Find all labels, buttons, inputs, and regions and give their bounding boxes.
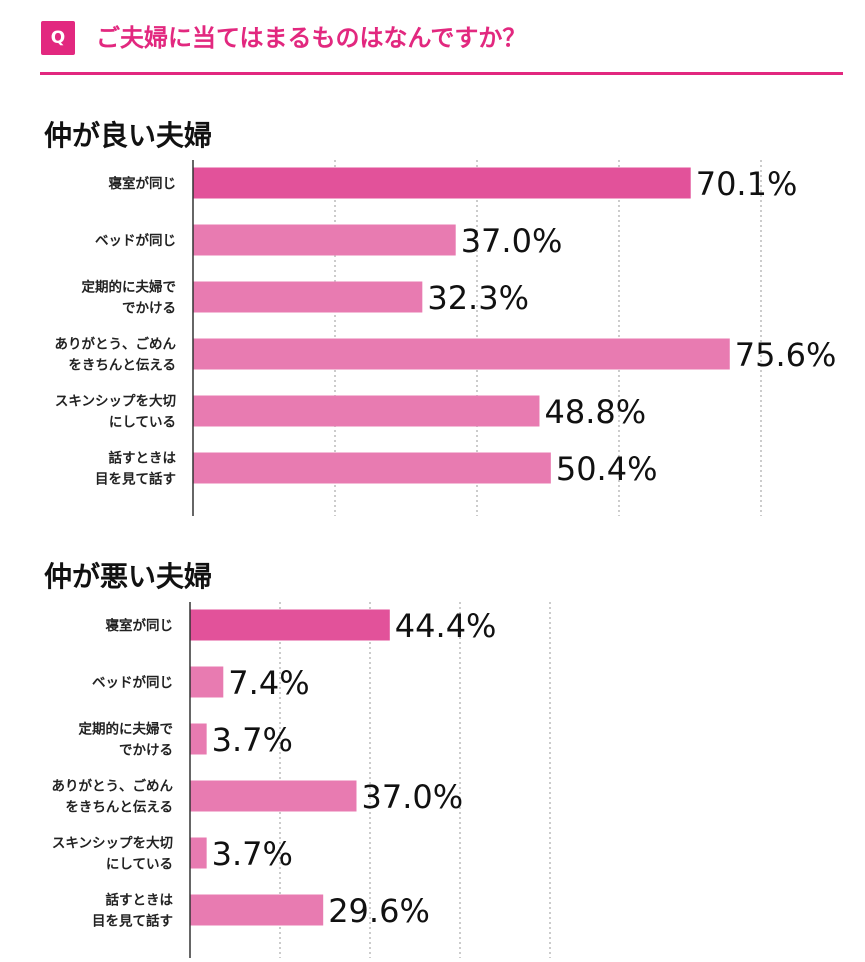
category-label: でかける [122,301,176,317]
category-label: 寝室が同じ [106,617,174,634]
category-label: にしている [109,415,176,431]
category-label: にしている [106,857,173,873]
category-label: 目を見て話す [95,471,176,488]
question-header: Q ご夫婦に当てはまるものはなんですか？ [40,10,843,76]
category-label: 定期的に夫婦で [82,279,177,296]
panel-title-good: 仲が良い夫婦 [44,119,213,152]
value-label: 29.6% [328,892,430,930]
category-label: をきちんと伝える [65,799,173,816]
bar [193,224,456,256]
category-label: ありがとう、ごめん [55,336,177,353]
value-label: 75.6% [735,336,837,374]
bar [190,780,357,812]
category-label: 話すときは [109,450,177,467]
value-label: 3.7% [212,835,293,873]
value-label: 32.3% [427,279,529,317]
value-label: 50.4% [556,450,658,488]
category-label: スキンシップを大切 [55,393,176,410]
value-label: 44.4% [395,607,497,645]
question-text: ご夫婦に当てはまるものはなんですか？ [96,24,527,52]
bar [190,894,324,926]
bar [190,723,207,755]
value-label: 37.0% [362,778,464,816]
category-label: をきちんと伝える [68,357,176,374]
value-label: 48.8% [544,393,646,431]
bar [193,281,423,313]
bar [193,452,551,484]
panel-title-bad: 仲が悪い夫婦 [44,560,213,593]
value-label: 3.7% [212,721,293,759]
value-label: 7.4% [228,664,309,702]
q-badge: Q [41,21,75,55]
category-label: ありがとう、ごめん [52,778,174,795]
category-label: ベッドが同じ [95,232,176,249]
value-label: 37.0% [461,222,563,260]
category-label: スキンシップを大切 [52,835,173,852]
bar [190,837,207,869]
bar [193,167,691,199]
value-label: 70.1% [696,165,798,203]
category-label: 目を見て話す [92,913,173,930]
category-label: 寝室が同じ [109,175,177,192]
category-label: でかける [119,743,173,759]
bar [193,338,730,370]
category-label: 定期的に夫婦で [79,721,174,738]
bar [190,609,390,641]
bar [193,395,540,427]
bar [190,666,224,698]
category-label: 話すときは [106,892,174,909]
header-divider [40,72,843,75]
category-label: ベッドが同じ [92,674,173,691]
